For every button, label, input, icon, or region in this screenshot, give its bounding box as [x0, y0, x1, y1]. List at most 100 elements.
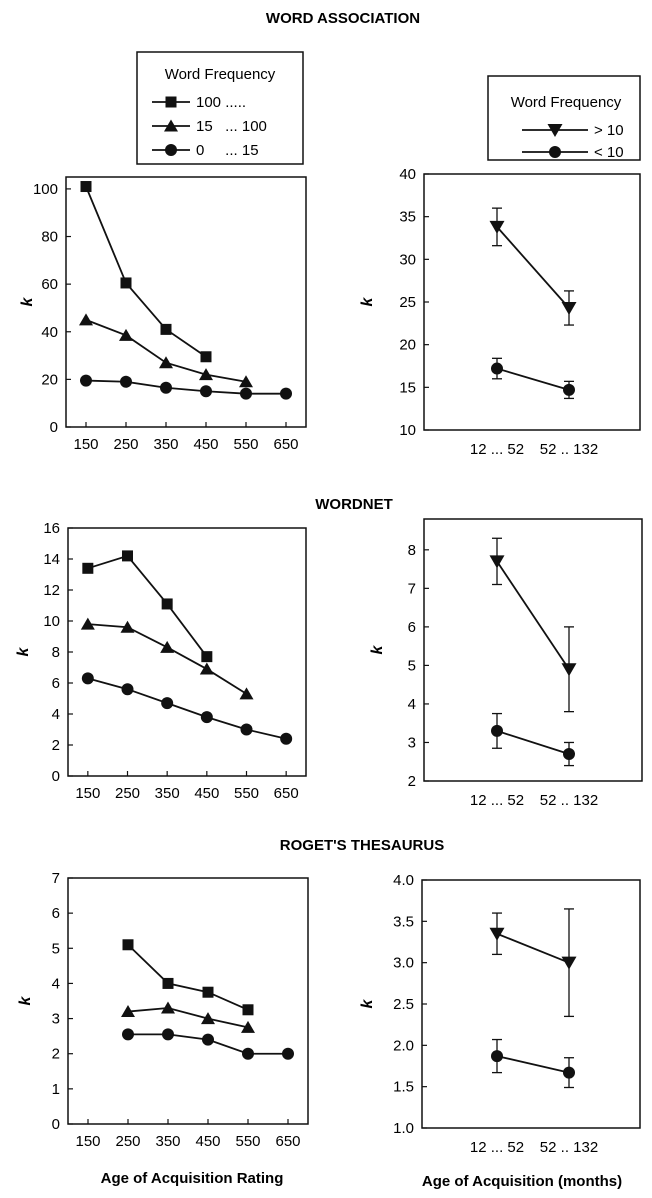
data-point [161, 598, 173, 610]
plot-frame [67, 527, 307, 777]
y-tick-label: 7 [408, 580, 416, 597]
data-point [242, 1004, 254, 1016]
data-point [240, 387, 252, 400]
y-axis-label: k [359, 296, 376, 306]
series-circle [80, 374, 292, 400]
data-point [120, 375, 132, 388]
data-point [122, 1028, 134, 1041]
data-point [200, 351, 212, 363]
series-square [80, 181, 212, 363]
data-point [120, 277, 132, 289]
data-point [202, 986, 214, 998]
data-point [489, 555, 505, 569]
x-axis-label-months: Age of Acquisition (months) [422, 1173, 622, 1190]
legend-box [487, 75, 641, 161]
series-line [496, 560, 570, 670]
data-point [563, 1066, 575, 1079]
series-triangle-up [79, 313, 253, 388]
data-point [121, 683, 134, 696]
data-point [119, 328, 133, 341]
series-circle [491, 1038, 575, 1089]
plot-frame [423, 518, 643, 782]
legend-marker [165, 144, 177, 156]
series-circle [81, 672, 293, 745]
y-tick-label: 2.5 [393, 996, 414, 1013]
plot-frame [421, 879, 641, 1129]
x-category-label: 52 .. 132 [540, 441, 598, 458]
series-triangle-up [121, 1001, 255, 1033]
y-axis-label: k [19, 296, 36, 306]
x-tick-label: 150 [75, 1133, 100, 1150]
y-tick-label: 6 [52, 905, 60, 922]
data-point [79, 313, 93, 326]
series-triangle-up [80, 617, 254, 700]
panel-wordnet-months: 2 3 4 5 6 7 8 12 ... 52 52 .. 132 k [369, 518, 643, 809]
y-axis-label: k [369, 644, 386, 654]
data-point [161, 697, 174, 710]
legend-marker [549, 146, 561, 158]
y-tick-label: 25 [399, 294, 416, 311]
data-point [201, 1012, 215, 1025]
y-tick-label: 8 [52, 644, 60, 661]
data-point [199, 662, 214, 675]
legend-marker [547, 124, 563, 137]
data-point [561, 301, 577, 315]
data-point [161, 1001, 175, 1014]
data-point [201, 651, 213, 663]
data-point [160, 640, 175, 653]
y-tick-label: 35 [399, 209, 416, 226]
panel-rogets-rating: 0 1 2 3 4 5 6 7 150 250 350 450 550 650 k [17, 870, 309, 1150]
data-point [159, 356, 173, 369]
data-point [202, 1033, 214, 1046]
data-point [491, 724, 503, 737]
x-tick-label: 450 [194, 785, 219, 802]
x-category-label: 12 ... 52 [470, 792, 524, 809]
legend-right: Word Frequency > 10 < 10 [487, 75, 641, 161]
panel-wordnet-rating: 0 2 4 6 8 10 12 14 16 150 250 350 450 550 650 k [15, 520, 307, 802]
series-line [127, 944, 249, 1011]
x-tick-label: 350 [153, 436, 178, 453]
panel-word-association-months: 10 15 20 25 30 35 40 12 ... 52 52 .. 132 k [359, 166, 641, 458]
title-word-association: WORD ASSOCIATION [266, 10, 420, 27]
data-point [491, 1050, 503, 1063]
x-tick-label: 150 [73, 436, 98, 453]
legend-label: < 10 [594, 144, 624, 161]
y-tick-label: 80 [41, 229, 58, 246]
y-tick-label: 12 [43, 582, 60, 599]
data-point [239, 375, 253, 388]
y-tick-label: 10 [43, 613, 60, 630]
data-point [199, 368, 213, 381]
y-tick-label: 4.0 [393, 872, 414, 889]
y-tick-label: 4 [52, 706, 60, 723]
legend-box [136, 51, 304, 165]
x-tick-label: 250 [113, 436, 138, 453]
series-square [122, 939, 254, 1016]
y-tick-label: 3 [52, 1011, 60, 1028]
y-tick-label: 40 [41, 324, 58, 341]
y-tick-label: 2 [52, 1046, 60, 1063]
y-tick-label: 3 [408, 734, 416, 751]
data-point [160, 323, 172, 335]
x-tick-label: 650 [274, 785, 299, 802]
x-tick-label: 450 [195, 1133, 220, 1150]
data-point [160, 381, 172, 394]
data-point [280, 387, 292, 400]
legend-title: Word Frequency [511, 94, 622, 111]
y-tick-label: 2.0 [393, 1037, 414, 1054]
series-line [87, 554, 208, 658]
y-tick-label: 60 [41, 276, 58, 293]
y-axis-label: k [17, 995, 34, 1005]
series-triangle-down [489, 908, 577, 1018]
x-tick-label: 550 [235, 1133, 260, 1150]
y-axis-label: k [359, 998, 376, 1008]
data-point [200, 385, 212, 398]
data-point [121, 1005, 135, 1018]
y-tick-label: 5 [408, 657, 416, 674]
plot-frame [423, 173, 641, 431]
series-line [496, 932, 570, 964]
x-axis-label-rating: Age of Acquisition Rating [101, 1170, 284, 1187]
series-line [85, 379, 286, 395]
data-point [82, 562, 94, 574]
data-point [240, 723, 253, 736]
